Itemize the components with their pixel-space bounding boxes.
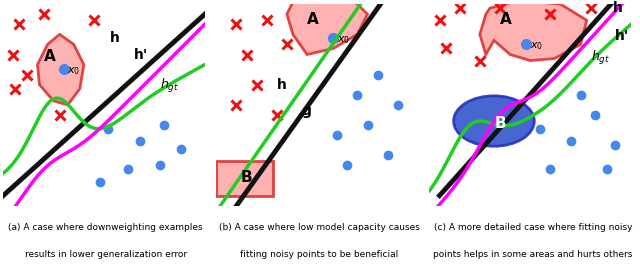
Text: points helps in some areas and hurts others: points helps in some areas and hurts oth… [433, 250, 633, 259]
Text: h: h [110, 31, 120, 45]
Text: A: A [500, 12, 512, 27]
Text: g: g [301, 104, 311, 118]
Polygon shape [38, 34, 84, 105]
Text: $x_0$: $x_0$ [530, 40, 543, 52]
Text: h: h [613, 1, 623, 15]
Text: $h_{gt}$: $h_{gt}$ [161, 77, 180, 95]
Text: h: h [277, 78, 287, 92]
Text: $x_0$: $x_0$ [337, 34, 351, 46]
Text: h': h' [134, 48, 148, 62]
Text: results in lower generalization error: results in lower generalization error [24, 250, 187, 259]
Text: h': h' [615, 29, 629, 43]
Text: $x_0$: $x_0$ [67, 66, 80, 77]
Text: (c) A more detailed case where fitting noisy: (c) A more detailed case where fitting n… [434, 223, 632, 232]
Text: $h_{gt}$: $h_{gt}$ [591, 49, 610, 67]
Polygon shape [480, 0, 587, 61]
Text: (a) A case where downweighting examples: (a) A case where downweighting examples [8, 223, 203, 232]
Text: A: A [44, 49, 55, 63]
Text: B: B [494, 116, 506, 130]
Text: A: A [307, 12, 319, 27]
Text: fitting noisy points to be beneficial: fitting noisy points to be beneficial [240, 250, 399, 259]
Polygon shape [216, 161, 273, 196]
Text: B: B [241, 169, 252, 185]
Polygon shape [287, 0, 367, 55]
Ellipse shape [454, 96, 534, 146]
Text: (b) A case where low model capacity causes: (b) A case where low model capacity caus… [219, 223, 420, 232]
